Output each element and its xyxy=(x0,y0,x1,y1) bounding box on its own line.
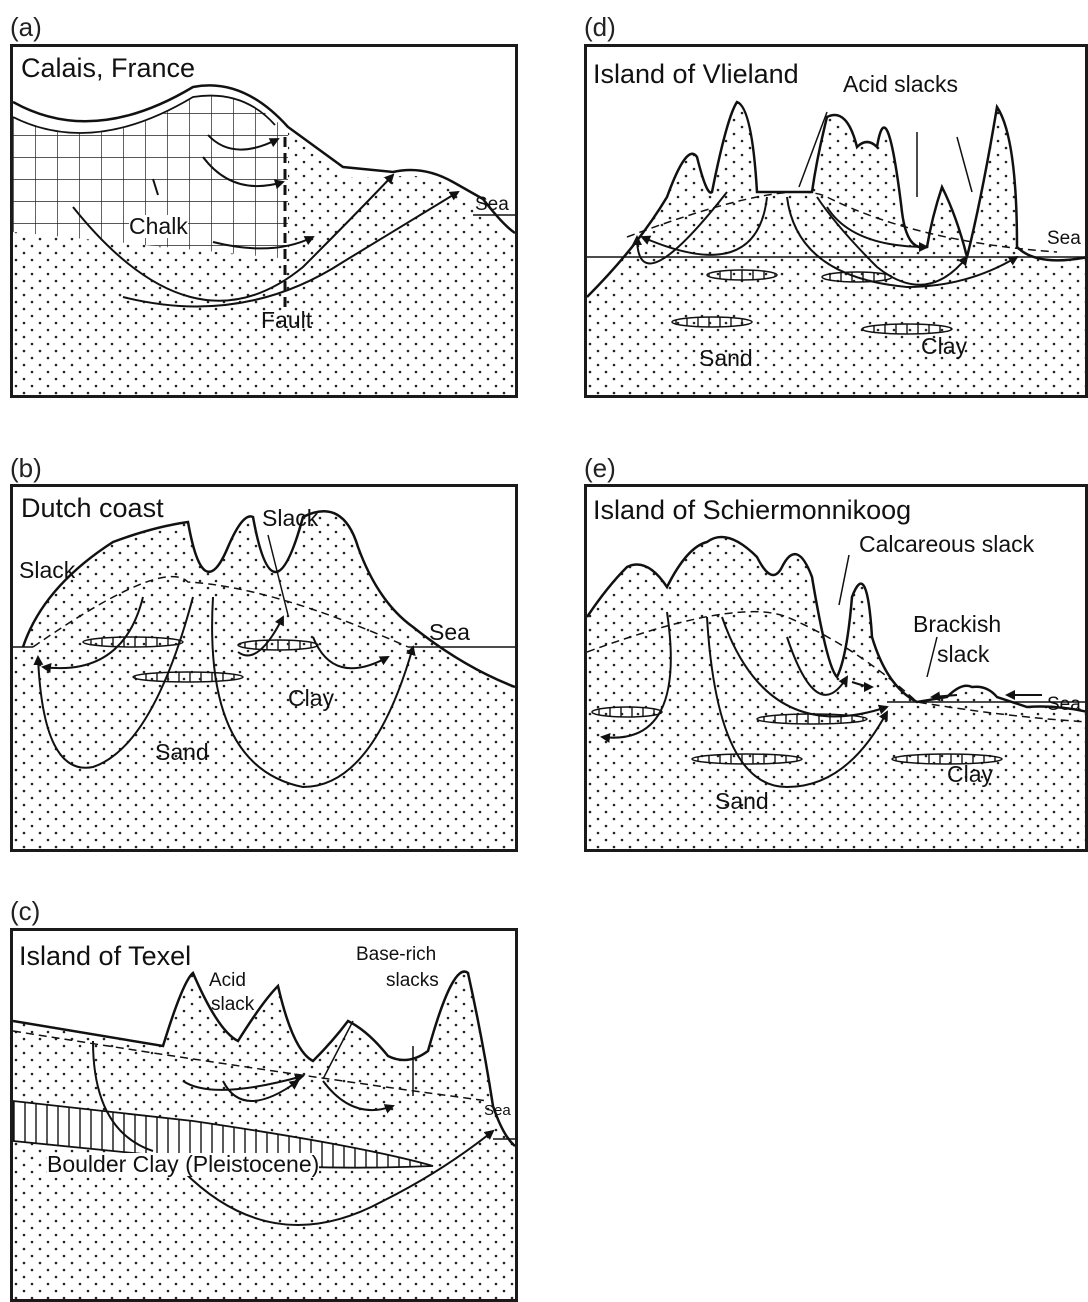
panel-d: Island of Vlieland Acid slacks Sea Sand … xyxy=(584,44,1088,398)
chalk-label: Chalk xyxy=(129,213,188,239)
brackish-label: Brackish xyxy=(913,611,1002,637)
panel-b-figure xyxy=(13,510,515,849)
panel-d-title: Island of Vlieland xyxy=(593,59,799,89)
sea-label-c: Sea xyxy=(484,1102,511,1119)
panel-a: Calais, France Chalk Fault Sea xyxy=(10,44,518,398)
panel-a-figure xyxy=(13,84,515,395)
clay-label-e: Clay xyxy=(947,761,994,787)
clay-label-b: Clay xyxy=(288,685,335,711)
sand-label-b: Sand xyxy=(155,739,209,765)
calcareous-slack-label: Calcareous slack xyxy=(859,531,1035,557)
slacks-label: slacks xyxy=(386,970,439,991)
panel-e-title: Island of Schiermonnikoog xyxy=(593,495,912,525)
panel-c: Island of Texel Acid slack Base-rich sla… xyxy=(10,928,518,1302)
panel-a-title: Calais, France xyxy=(21,53,196,83)
base-rich-label: Base-rich xyxy=(356,944,437,965)
slack-label-left: Slack xyxy=(19,557,76,583)
fault-label: Fault xyxy=(261,307,313,333)
sea-label-b: Sea xyxy=(429,619,470,645)
acid-slacks-label: Acid slacks xyxy=(843,71,959,97)
slack-label-top: Slack xyxy=(262,505,319,531)
panel-a-letter: (a) xyxy=(10,12,42,42)
sea-label-d: Sea xyxy=(1047,228,1081,249)
panel-b-letter: (b) xyxy=(10,453,42,483)
clay-label-d: Clay xyxy=(921,333,968,359)
sea-label-a: Sea xyxy=(475,194,509,215)
acid-label: Acid xyxy=(209,970,246,991)
panel-c-letter: (c) xyxy=(10,896,41,926)
panel-d-figure xyxy=(587,100,1085,395)
panel-c-figure xyxy=(13,970,515,1299)
sand-label-e: Sand xyxy=(715,788,769,814)
panel-d-letter: (d) xyxy=(584,12,616,42)
sand-label-d: Sand xyxy=(699,345,753,371)
boulder-clay-label: Boulder Clay (Pleistocene) xyxy=(47,1151,320,1177)
slack-label-c: slack xyxy=(211,994,255,1015)
panel-b: Dutch coast Slack Slack Sea Clay Sand xyxy=(10,484,518,852)
sea-label-e: Sea xyxy=(1047,694,1081,715)
panel-e-figure xyxy=(587,535,1085,849)
panel-b-title: Dutch coast xyxy=(21,493,164,523)
panel-e: Island of Schiermonnikoog Calcareous sla… xyxy=(584,484,1088,852)
panel-e-letter: (e) xyxy=(584,453,616,483)
slack-label-e: slack xyxy=(937,641,990,667)
panel-c-title: Island of Texel xyxy=(19,941,192,971)
